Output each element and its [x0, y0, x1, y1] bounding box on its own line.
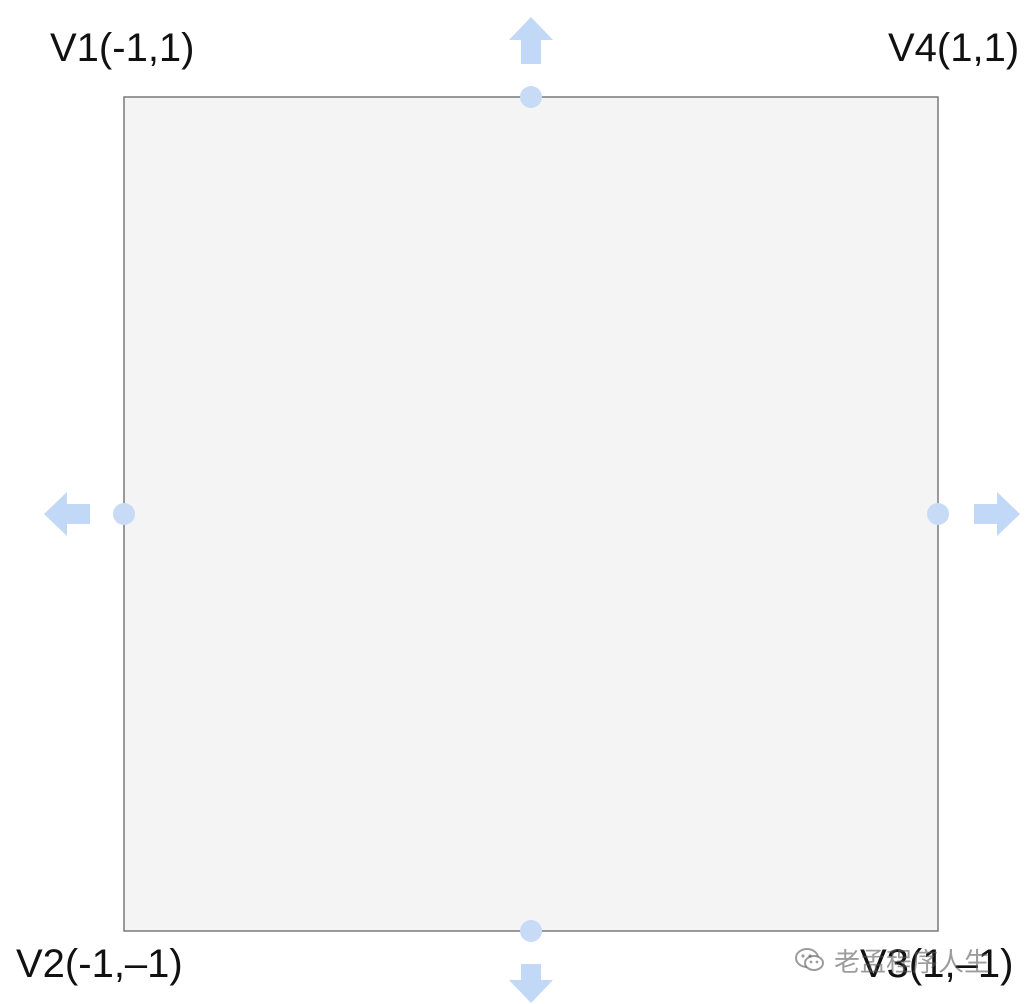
normalized-square [123, 96, 939, 932]
arrow-down-icon [509, 964, 553, 1003]
right-edge-handle[interactable] [927, 503, 949, 525]
vertex-label-v4: V4(1,1) [888, 26, 1020, 70]
arrow-up-icon [509, 17, 553, 64]
watermark: 老孟程序人生 [792, 940, 990, 980]
bottom-edge-handle[interactable] [520, 920, 542, 942]
arrow-left-icon [44, 492, 90, 536]
arrow-right-icon [974, 492, 1020, 536]
vertex-label-v2: V2(-1,–1) [16, 942, 183, 986]
vertex-label-v1: V1(-1,1) [50, 26, 195, 70]
top-edge-handle[interactable] [520, 86, 542, 108]
vertex-label-v3: V3(1,–1) [860, 942, 1014, 986]
left-edge-handle[interactable] [113, 503, 135, 525]
watermark-text: 老孟程序人生 [834, 947, 991, 978]
wechat-icon [792, 942, 828, 978]
